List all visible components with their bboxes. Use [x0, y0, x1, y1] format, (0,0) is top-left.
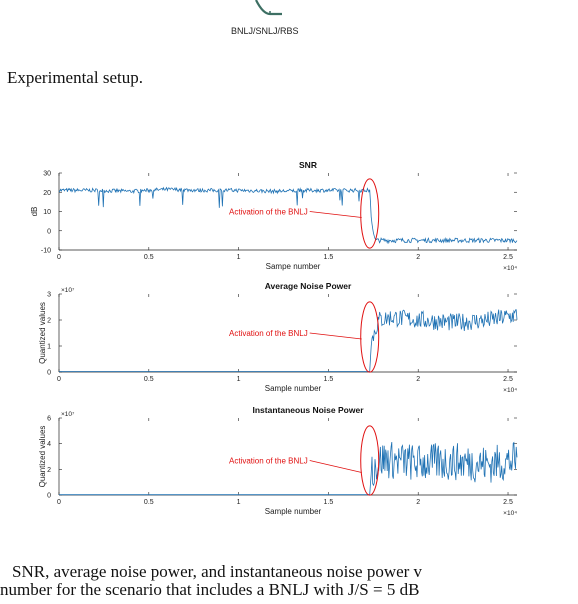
- body-text-line-2: number for the scenario that includes a …: [0, 580, 420, 599]
- figure-caption: Experimental setup.: [7, 68, 143, 87]
- series-line: [59, 309, 518, 372]
- series-line: [59, 441, 518, 496]
- y-exponent-label: ×10⁷: [61, 411, 75, 418]
- x-tick-label: 1.5: [324, 499, 334, 506]
- x-tick-label: 2.5: [503, 376, 513, 383]
- x-tick-label: 0: [57, 254, 61, 261]
- x-exponent-label: ×10⁴: [503, 387, 517, 394]
- x-tick-label: 0.5: [144, 254, 154, 261]
- x-tick-label: 1: [237, 499, 241, 506]
- y-tick-label: 1: [47, 344, 51, 351]
- x-tick-label: 1: [237, 376, 241, 383]
- x-tick-label: 0.5: [144, 376, 154, 383]
- device-cable-image: [255, 0, 282, 16]
- annotation-label: Activation of the BNLJ: [229, 329, 308, 338]
- x-tick-label: 0: [57, 499, 61, 506]
- device-label: BNLJ/SNLJ/RBS: [231, 26, 299, 36]
- annotation-arrow: [309, 211, 362, 218]
- y-axis-label: Quantized values: [38, 426, 47, 488]
- series-line: [58, 186, 518, 245]
- x-tick-label: 1.5: [324, 254, 334, 261]
- y-tick-label: 0: [47, 228, 51, 235]
- x-tick-label: 2: [416, 254, 420, 261]
- annotation-ellipse: [360, 425, 380, 496]
- chart-panel-1: SNR 0 0.5 1 1.5 2 2.5 -10 0 10 20 30 Sampe number dB ×…: [30, 160, 518, 272]
- x-exponent-label: ×10⁴: [503, 265, 517, 272]
- y-tick-label: 0: [47, 493, 51, 500]
- x-tick-label: 0.5: [144, 499, 154, 506]
- x-tick-label: 0: [57, 376, 61, 383]
- x-tick-label: 2.5: [503, 499, 513, 506]
- y-tick-label: 2: [47, 467, 51, 474]
- annotation-label: Activation of the BNLJ: [229, 208, 308, 217]
- x-axis-label: Sampe number: [266, 262, 321, 271]
- x-tick-label: 2.5: [503, 254, 513, 261]
- y-axis-label: Quantized values: [38, 302, 47, 364]
- y-tick-label: 6: [47, 416, 51, 423]
- x-exponent-label: ×10⁴: [503, 510, 517, 517]
- annotation-arrow: [309, 332, 362, 340]
- x-tick-label: 2: [416, 376, 420, 383]
- y-tick-label: 30: [43, 171, 51, 178]
- y-exponent-label: ×10⁷: [61, 287, 75, 294]
- y-tick-label: 0: [47, 370, 51, 377]
- chart-title: Instantaneous Noise Power: [253, 405, 365, 415]
- x-axis-label: Sample number: [265, 507, 322, 516]
- annotation-ellipse: [360, 301, 380, 373]
- y-tick-label: 3: [47, 292, 51, 299]
- x-tick-label: 1.5: [324, 376, 334, 383]
- x-tick-label: 2: [416, 499, 420, 506]
- chart-title: Average Noise Power: [265, 281, 352, 291]
- chart-panel-2: Average Noise Power 0 0.5 1 1.5 2 2.5 0 1 2 3 Sampl…: [38, 281, 518, 394]
- annotation-ellipse: [360, 178, 380, 249]
- chart-title: SNR: [299, 160, 317, 170]
- x-tick-label: 1: [237, 254, 241, 261]
- y-tick-label: -10: [41, 248, 51, 255]
- y-tick-label: 10: [43, 209, 51, 216]
- y-tick-label: 2: [47, 318, 51, 325]
- x-axis-label: Sample number: [265, 384, 322, 393]
- y-axis-label: dB: [30, 207, 39, 217]
- y-tick-label: 4: [47, 441, 51, 448]
- annotation-arrow: [309, 460, 362, 473]
- annotation-label: Activation of the BNLJ: [229, 457, 308, 466]
- y-tick-label: 20: [43, 190, 51, 197]
- body-text-line-1: SNR, average noise power, and instantane…: [12, 562, 423, 581]
- chart-panel-3: Instantaneous Noise Power 0 0.5 1 1.5 2 2.5 0 2 4…: [38, 405, 518, 517]
